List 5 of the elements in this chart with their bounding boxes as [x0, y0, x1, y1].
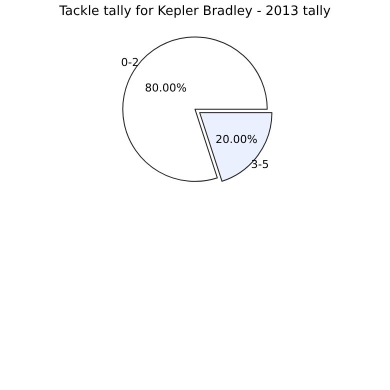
- data-label: 20.00%: [215, 132, 258, 146]
- slice-label: 3-5: [251, 158, 269, 171]
- chart-title: Tackle tally for Kepler Bradley - 2013 tally: [58, 4, 332, 19]
- slice-label: 0-2: [121, 56, 139, 69]
- data-label: 80.00%: [144, 81, 187, 94]
